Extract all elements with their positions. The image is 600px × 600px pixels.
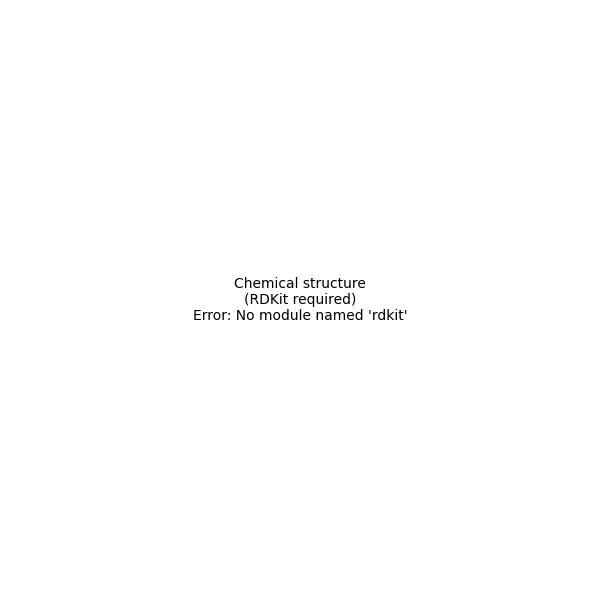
Text: Chemical structure
(RDKit required)
Error: No module named 'rdkit': Chemical structure (RDKit required) Erro… xyxy=(193,277,407,323)
